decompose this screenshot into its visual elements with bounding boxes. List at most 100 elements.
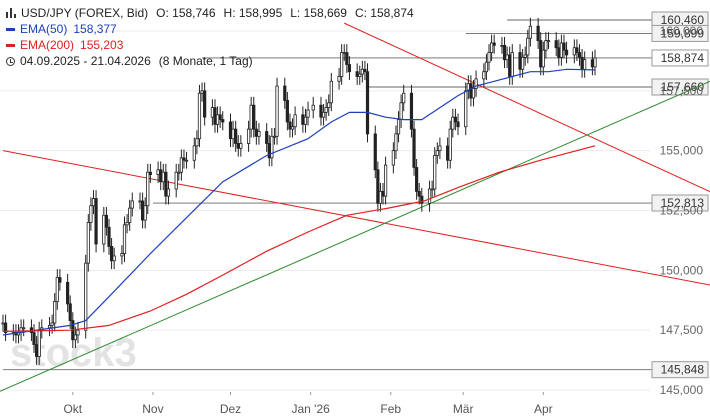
candle-body	[492, 42, 496, 46]
candle-body	[303, 116, 308, 125]
bar-chart-icon	[6, 8, 16, 18]
candle-body	[528, 25, 532, 39]
candle-body	[177, 171, 181, 174]
candle-body	[140, 200, 145, 221]
candle-body	[546, 40, 551, 42]
candle-body	[138, 200, 142, 203]
candle-body	[500, 44, 504, 47]
candle-body	[559, 42, 563, 58]
candle-body	[381, 190, 385, 197]
x-tick-label: Feb	[380, 402, 401, 416]
candle-body	[554, 40, 558, 49]
candle-body	[215, 114, 220, 125]
candle-body	[122, 224, 127, 254]
candle-body	[29, 327, 34, 333]
candle-body	[164, 171, 168, 197]
candle-body	[384, 164, 388, 197]
candle-body	[482, 71, 486, 80]
x-tick-label: Dez	[220, 402, 241, 416]
candle-body	[399, 102, 403, 120]
candle-body	[35, 344, 39, 357]
candle-body	[47, 324, 52, 329]
candle-body	[125, 222, 129, 226]
y-tick-label: 147,500	[660, 323, 704, 337]
candle-body	[221, 119, 225, 123]
candle-body	[577, 52, 582, 58]
candle-body	[76, 329, 80, 336]
candle-body	[469, 83, 473, 99]
y-tick-label: 155,000	[660, 144, 704, 158]
candle-body	[311, 104, 315, 111]
candle-body	[319, 104, 323, 118]
candle-body	[231, 128, 235, 140]
ohlc-open: O: 158,746	[156, 6, 216, 20]
candle-body	[484, 61, 489, 73]
candle-body	[107, 226, 111, 247]
candle-body	[327, 102, 331, 108]
candle-body	[544, 40, 548, 51]
y-axis-labels: 145,000 147,500 150,000 152,500 155,000 157,5…	[660, 24, 704, 397]
candle-body	[257, 131, 261, 137]
candle-body	[94, 198, 98, 245]
candle-body	[415, 167, 419, 192]
candle-body	[541, 49, 545, 68]
y-gridlines	[0, 30, 650, 391]
level-label-box	[651, 24, 709, 42]
candle-body	[275, 85, 279, 137]
candle-body	[564, 49, 569, 56]
candle-body	[446, 145, 450, 161]
candle-body	[505, 54, 509, 61]
candle-body	[128, 207, 132, 223]
candle-body	[179, 157, 183, 173]
candle-body	[345, 52, 349, 65]
candle-body	[55, 277, 59, 302]
candle-body	[37, 329, 41, 357]
candle-body	[210, 107, 214, 118]
candle-body	[104, 214, 109, 228]
candle-body	[249, 104, 253, 130]
candle-body	[68, 303, 72, 321]
candle-body	[159, 169, 163, 183]
candle-body	[130, 200, 134, 209]
candle-body	[283, 85, 287, 101]
candle-body	[306, 109, 310, 118]
legend-ema200[interactable]: EMA(200) 155,203	[6, 37, 414, 53]
symbol-label: USD/JPY (FOREX, Bid)	[21, 6, 149, 20]
candle-body	[252, 104, 256, 130]
level-label: 152,813	[661, 196, 705, 210]
candle-body	[213, 107, 217, 125]
candle-body	[583, 59, 587, 70]
candle-body	[593, 57, 597, 68]
candle-body	[355, 71, 359, 77]
candle-body	[427, 188, 432, 204]
candle-body	[337, 76, 341, 82]
candle-body	[526, 37, 530, 56]
candle-body	[53, 301, 57, 324]
candle-body	[267, 143, 271, 159]
candle-body	[378, 190, 383, 204]
candle-body	[453, 116, 458, 123]
candle-body	[293, 114, 297, 128]
ema200-name: EMA(200)	[20, 38, 75, 52]
candle-body	[347, 64, 352, 73]
candle-body	[1, 322, 5, 325]
candle-body	[166, 188, 171, 197]
level-label-box	[651, 49, 709, 67]
candle-body	[270, 135, 274, 159]
candle-body	[66, 281, 70, 305]
period-range: 04.09.2025 - 21.04.2026	[20, 54, 151, 68]
legend-ema50[interactable]: EMA(50) 158,377	[6, 21, 414, 37]
level-label: 159,899	[661, 26, 705, 40]
level-label: 145,848	[661, 363, 705, 377]
x-tick-label: Nov	[142, 402, 163, 416]
candle-body	[174, 171, 178, 190]
candle-body	[373, 133, 377, 171]
candle-body	[590, 59, 595, 68]
candle-body	[365, 71, 370, 135]
candle-body	[301, 114, 305, 125]
candles	[1, 17, 597, 365]
level-label: 160,460	[661, 13, 705, 27]
candle-body	[521, 56, 525, 70]
candle-body	[438, 145, 442, 152]
candle-body	[321, 111, 326, 118]
